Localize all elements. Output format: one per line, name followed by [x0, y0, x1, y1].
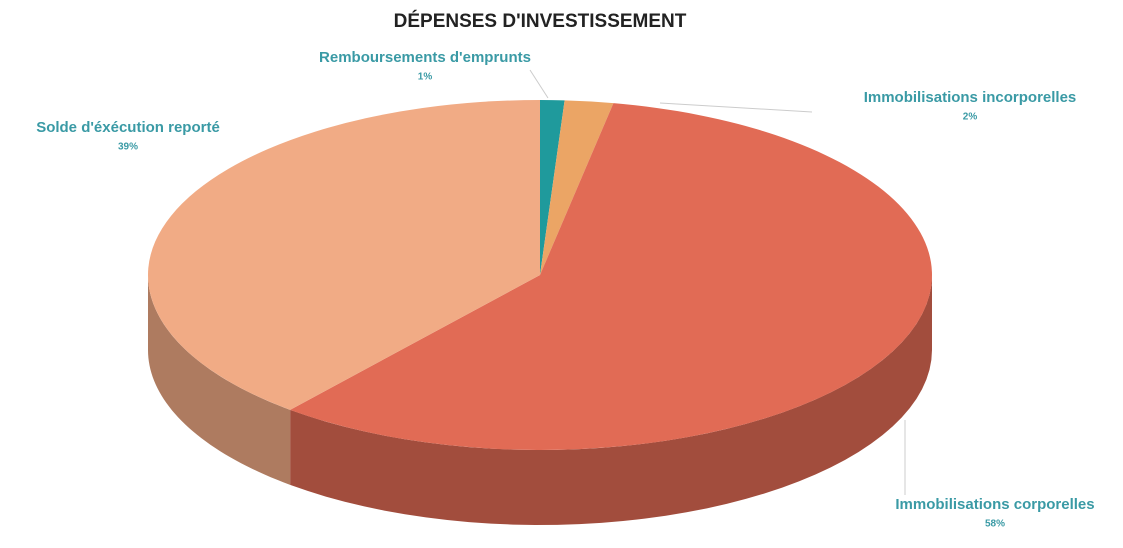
slice — [147, 99, 540, 410]
value-label: 1% — [418, 72, 433, 83]
leader-line — [659, 102, 813, 113]
slice-side — [290, 275, 933, 525]
value-label: 39% — [118, 142, 138, 153]
slice-side — [148, 275, 291, 485]
value-label: 2% — [963, 112, 978, 123]
category-label: Remboursements d'emprunts — [319, 49, 531, 66]
slice — [290, 103, 933, 450]
category-label: Solde d'éxécution reporté — [36, 119, 220, 136]
category-label: Immobilisations corporelles — [895, 496, 1094, 513]
value-label: 58% — [985, 519, 1005, 530]
labels: Remboursements d'emprunts 1% Immobilisatio… — [36, 49, 1094, 530]
pie — [147, 99, 933, 525]
leader-line — [529, 69, 549, 99]
category-label: Immobilisations incorporelles — [864, 89, 1077, 106]
slice — [540, 100, 565, 275]
slice — [540, 100, 614, 275]
chart-title: DÉPENSES D'INVESTISSEMENT — [394, 10, 687, 32]
